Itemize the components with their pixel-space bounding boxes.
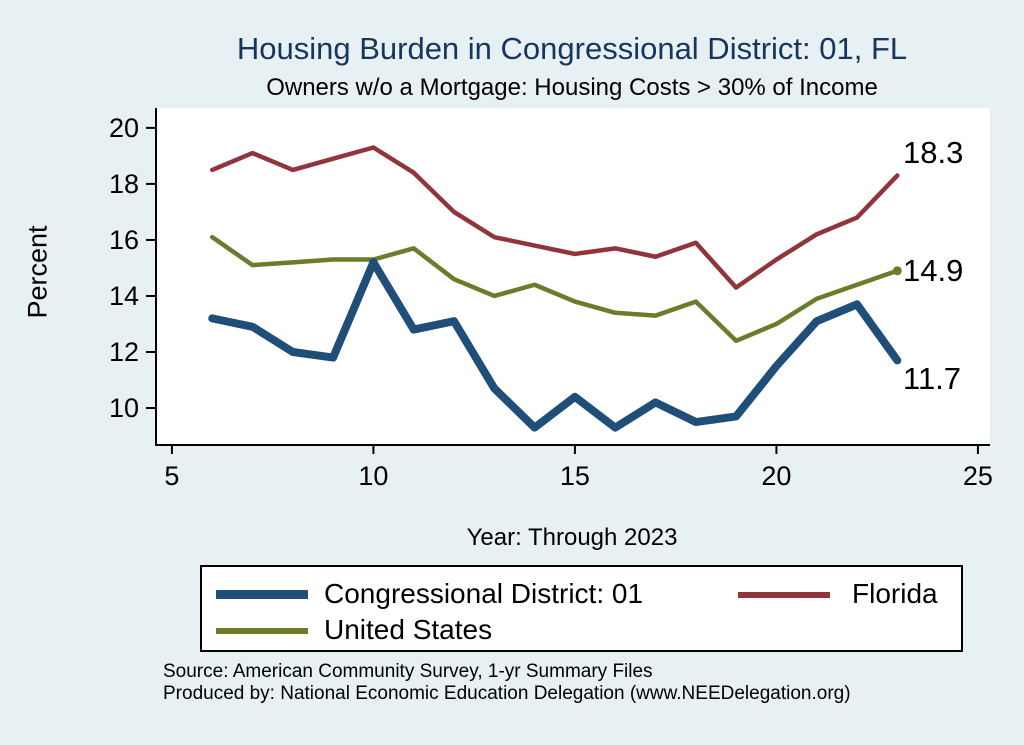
chart-subtitle: Owners w/o a Mortgage: Housing Costs > 3… <box>266 74 878 101</box>
legend-swatch-florida <box>738 592 830 598</box>
legend-swatch-united-states <box>216 628 308 634</box>
svg-text:14: 14 <box>109 281 139 311</box>
end-value-label-united-states: 14.9 <box>903 253 964 288</box>
svg-text:18: 18 <box>109 169 139 199</box>
svg-text:15: 15 <box>560 461 590 491</box>
source-attribution: Source: American Community Survey, 1-yr … <box>163 661 653 682</box>
end-value-label-congressional-district: 11.7 <box>903 361 962 396</box>
svg-text:10: 10 <box>358 461 388 491</box>
svg-text:20: 20 <box>761 461 791 491</box>
legend-swatch-congressional-district <box>216 590 308 599</box>
plot-area: 10 12 14 16 18 20 5 10 15 20 25 <box>109 108 993 491</box>
series-layer <box>208 145 902 432</box>
svg-text:20: 20 <box>109 113 139 143</box>
svg-text:16: 16 <box>109 225 139 255</box>
y-axis-title: Percent <box>22 225 53 319</box>
end-value-label-florida: 18.3 <box>903 135 964 170</box>
chart-title: Housing Burden in Congressional District… <box>236 31 908 66</box>
legend-label-congressional-district: Congressional District: 01 <box>324 578 644 609</box>
plot-background <box>155 108 990 445</box>
producer-attribution: Produced by: National Economic Education… <box>163 683 851 704</box>
x-axis-title: Year: Through 2023 <box>466 524 678 551</box>
legend: Congressional District: 01 Florida Unite… <box>200 565 963 652</box>
svg-text:10: 10 <box>109 393 139 423</box>
svg-text:5: 5 <box>164 461 179 491</box>
tick-layer: 10 12 14 16 18 20 5 10 15 20 25 <box>109 113 993 491</box>
svg-text:12: 12 <box>109 337 139 367</box>
svg-text:25: 25 <box>963 461 993 491</box>
legend-label-florida: Florida <box>852 578 938 609</box>
legend-label-united-states: United States <box>324 614 493 645</box>
